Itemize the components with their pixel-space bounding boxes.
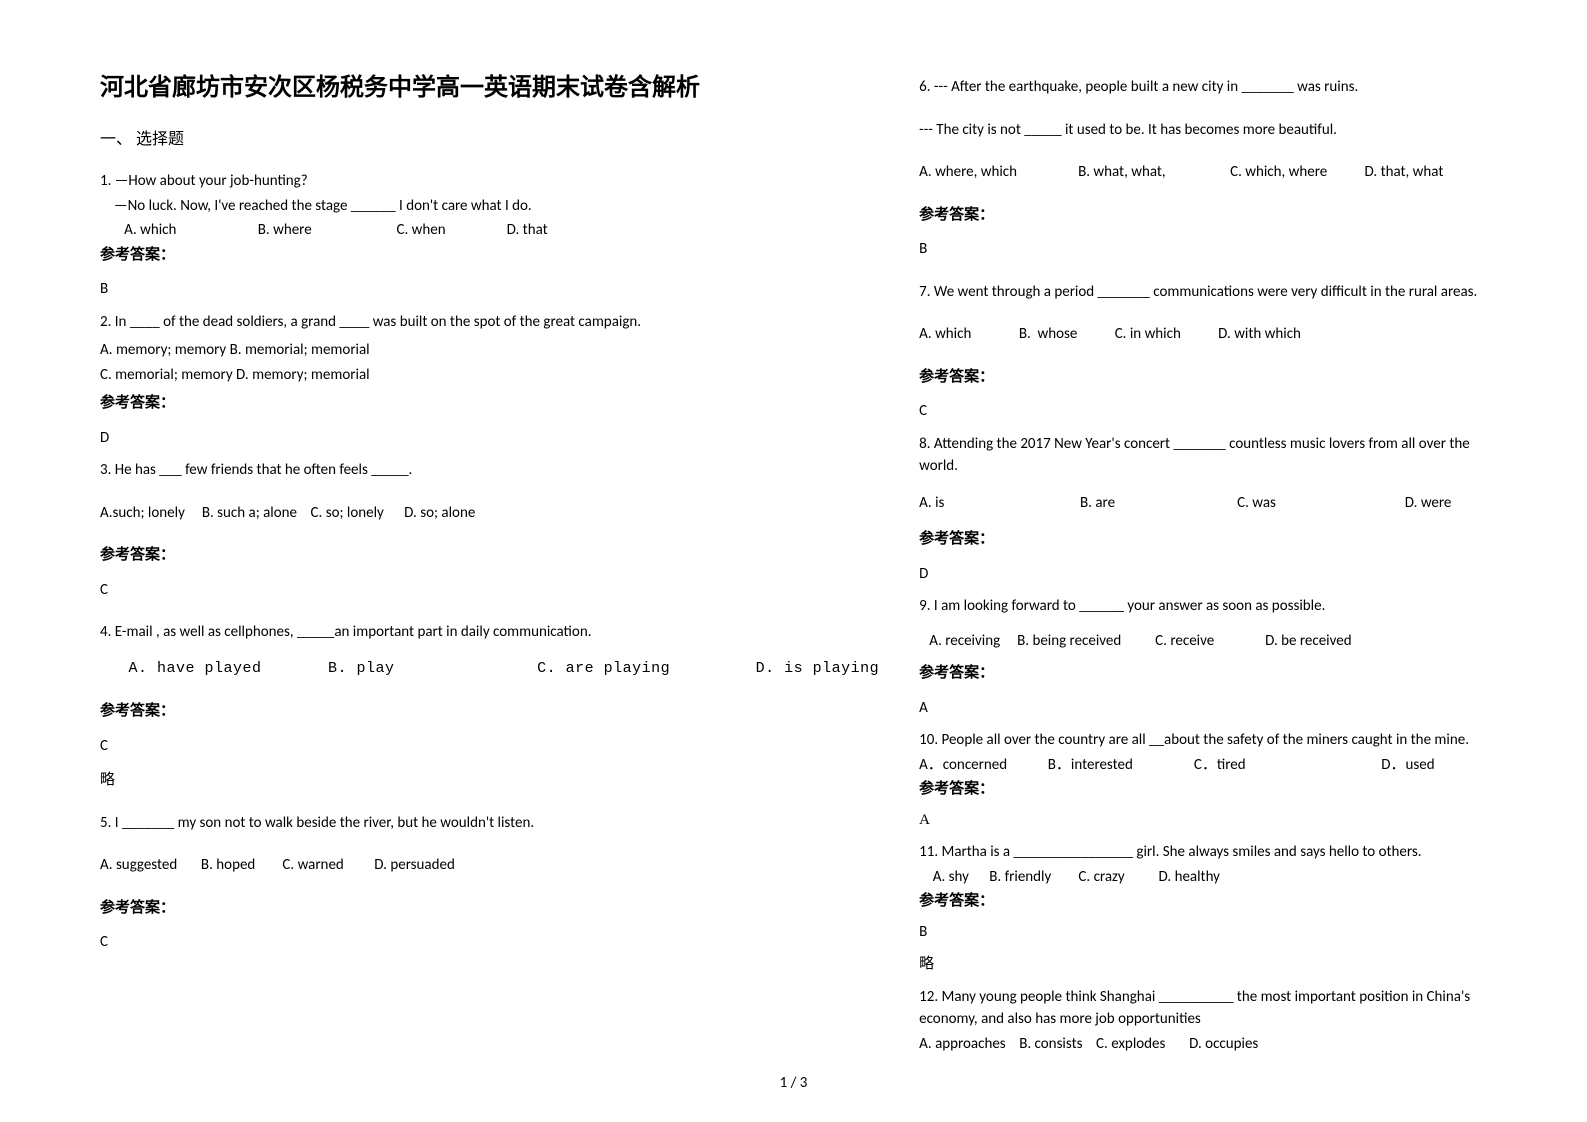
q10-answer: A xyxy=(919,809,1497,832)
q4-answer-label: 参考答案： xyxy=(100,700,879,723)
q5-stem: 5. I _______ my son not to walk beside t… xyxy=(100,812,879,835)
q1-options: A. which B. where C. when D. that xyxy=(114,219,879,242)
q11-options: A. shy B. friendly C. crazy D. healthy xyxy=(919,866,1497,889)
q4-answer: C xyxy=(100,735,879,758)
q1-answer-label: 参考答案： xyxy=(100,244,879,267)
q10-answer-label: 参考答案： xyxy=(919,778,1497,801)
q3-stem: 3. He has ___ few friends that he often … xyxy=(100,459,879,482)
q1-answer: B xyxy=(100,278,879,301)
q4-options: A. have played B. play C. are playing D.… xyxy=(100,658,879,681)
q6-answer-label: 参考答案： xyxy=(919,204,1497,227)
q1-stem-line2: —No luck. Now, I've reached the stage __… xyxy=(114,195,879,218)
q8-stem: 8. Attending the 2017 New Year's concert… xyxy=(919,433,1497,478)
q2-options-line2: C. memorial; memory D. memory; memorial xyxy=(100,364,879,387)
q11-answer: B xyxy=(919,921,1497,944)
q3-options: A.such; lonely B. such a; alone C. so; l… xyxy=(100,502,879,525)
q4-note: 略 xyxy=(100,769,879,792)
q2-answer: D xyxy=(100,427,879,450)
page-number: 1 / 3 xyxy=(0,1074,1587,1092)
q8-answer-label: 参考答案： xyxy=(919,528,1497,551)
q5-options: A. suggested B. hoped C. warned D. persu… xyxy=(100,854,879,877)
q12-stem: 12. Many young people think Shanghai ___… xyxy=(919,986,1497,1031)
q8-answer: D xyxy=(919,563,1497,586)
q2-options-line1: A. memory; memory B. memorial; memorial xyxy=(100,339,879,362)
q9-answer-label: 参考答案： xyxy=(919,662,1497,685)
q9-stem: 9. I am looking forward to ______ your a… xyxy=(919,595,1497,618)
q1-stem-line1: 1. —How about your job-hunting? xyxy=(100,170,879,193)
q11-answer-label: 参考答案： xyxy=(919,890,1497,913)
q7-stem: 7. We went through a period _______ comm… xyxy=(919,281,1497,304)
page: 河北省廊坊市安次区杨税务中学高一英语期末试卷含解析 一、 选择题 1. —How… xyxy=(0,0,1587,1122)
two-column-layout: 河北省廊坊市安次区杨税务中学高一英语期末试卷含解析 一、 选择题 1. —How… xyxy=(100,70,1497,1050)
q9-options: A. receiving B. being received C. receiv… xyxy=(919,630,1497,653)
q6-answer: B xyxy=(919,238,1497,261)
q4-stem: 4. E-mail , as well as cellphones, _____… xyxy=(100,621,879,644)
q7-answer-label: 参考答案： xyxy=(919,366,1497,389)
q2-answer-label: 参考答案： xyxy=(100,392,879,415)
q10-stem: 10. People all over the country are all … xyxy=(919,729,1497,752)
q9-answer: A xyxy=(919,697,1497,720)
left-column: 河北省廊坊市安次区杨税务中学高一英语期末试卷含解析 一、 选择题 1. —How… xyxy=(100,70,879,1050)
right-column: 6. --- After the earthquake, people buil… xyxy=(919,70,1497,1050)
q10-options: A．concerned B．interested C．tired D．used xyxy=(919,754,1497,777)
q6-stem-line2: --- The city is not _____ it used to be.… xyxy=(919,119,1497,142)
q3-answer-label: 参考答案： xyxy=(100,544,879,567)
q11-stem: 11. Martha is a ________________ girl. S… xyxy=(919,841,1497,864)
q8-options: A. is B. are C. was D. were xyxy=(919,492,1497,515)
q2-stem: 2. In ____ of the dead soldiers, a grand… xyxy=(100,311,879,334)
q6-options: A. where, which B. what, what, C. which,… xyxy=(919,161,1497,184)
q5-answer: C xyxy=(100,931,879,954)
q6-stem-line1: 6. --- After the earthquake, people buil… xyxy=(919,76,1497,99)
section-heading: 一、 选择题 xyxy=(100,128,879,152)
q5-answer-label: 参考答案： xyxy=(100,897,879,920)
q7-options: A. which B. whose C. in which D. with wh… xyxy=(919,323,1497,346)
document-title: 河北省廊坊市安次区杨税务中学高一英语期末试卷含解析 xyxy=(100,70,879,106)
q7-answer: C xyxy=(919,400,1497,423)
q11-note: 略 xyxy=(919,953,1497,976)
q3-answer: C xyxy=(100,579,879,602)
q12-options: A. approaches B. consists C. explodes D.… xyxy=(919,1033,1497,1056)
